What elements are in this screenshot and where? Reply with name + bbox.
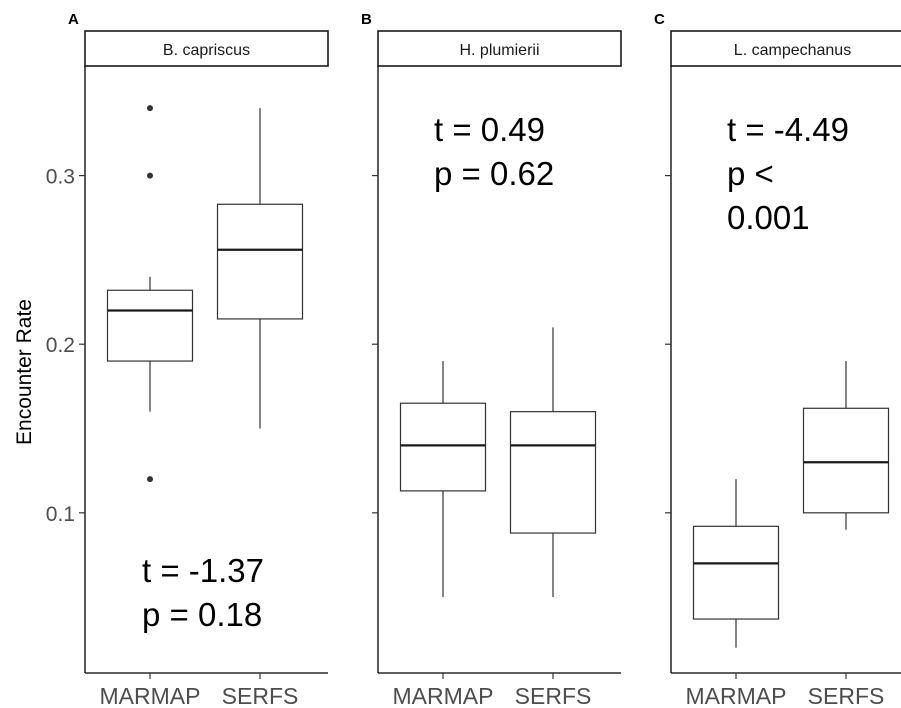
strip-title: H. plumierii	[459, 42, 539, 59]
y-tick-label: 0.1	[46, 503, 75, 526]
y-tick-label: 0.3	[46, 166, 75, 189]
x-tick-label: SERFS	[808, 683, 885, 708]
strip-background	[377, 30, 622, 67]
y-axis-label: Encounter Rate	[13, 299, 36, 445]
y-tick-label: 0.2	[46, 334, 75, 357]
x-tick-label: SERFS	[222, 683, 299, 708]
box-iqr	[399, 402, 487, 492]
box-iqr	[802, 407, 890, 514]
box-serfs: SERFS	[216, 108, 304, 708]
box-iqr	[106, 289, 194, 362]
panel-letter: B	[361, 11, 372, 28]
stat-annotation: t = -4.49	[727, 111, 849, 148]
box-serfs: SERFS	[509, 327, 597, 708]
strip-background	[84, 30, 329, 67]
panel-letter: C	[654, 11, 665, 28]
box-iqr	[692, 525, 780, 620]
stat-annotation: 0.001	[727, 199, 810, 236]
strip-title: B. capriscus	[163, 42, 250, 59]
panels: A B. capriscus 0.1 0.2 0.3 MARMAP SERFS t = -1.…	[46, 11, 901, 708]
panel-letter: A	[68, 11, 79, 28]
stat-annotation: p = 0.62	[434, 155, 554, 192]
x-tick-label: MARMAP	[100, 683, 201, 708]
stat-annotation: p <	[727, 155, 774, 192]
box-serfs: SERFS	[802, 361, 890, 708]
stat-annotation: p = 0.18	[142, 596, 262, 633]
strip-title: L. campechanus	[734, 42, 851, 59]
panel-b: B H. plumierii MARMAP SERFS t = 0.49 p = 0.62	[361, 11, 622, 708]
box-marmap: MARMAP	[393, 361, 494, 708]
stat-annotation: t = 0.49	[434, 111, 545, 148]
x-tick-label: MARMAP	[686, 683, 787, 708]
box-marmap: MARMAP	[100, 105, 201, 708]
x-tick-label: SERFS	[515, 683, 592, 708]
box-iqr	[216, 203, 304, 320]
strip-background	[670, 30, 901, 67]
panel-a: A B. capriscus 0.1 0.2 0.3 MARMAP SERFS t = -1.…	[46, 11, 329, 708]
outlier-point	[147, 105, 153, 112]
x-tick-label: MARMAP	[393, 683, 494, 708]
outlier-point	[147, 172, 153, 179]
box-marmap: MARMAP	[686, 479, 787, 708]
box-iqr	[509, 411, 597, 534]
panel-c: C L. campechanus MARMAP SERFS t = -4.49 p < 0.…	[654, 11, 901, 708]
stat-annotation: t = -1.37	[142, 552, 264, 589]
outlier-point	[147, 476, 153, 483]
